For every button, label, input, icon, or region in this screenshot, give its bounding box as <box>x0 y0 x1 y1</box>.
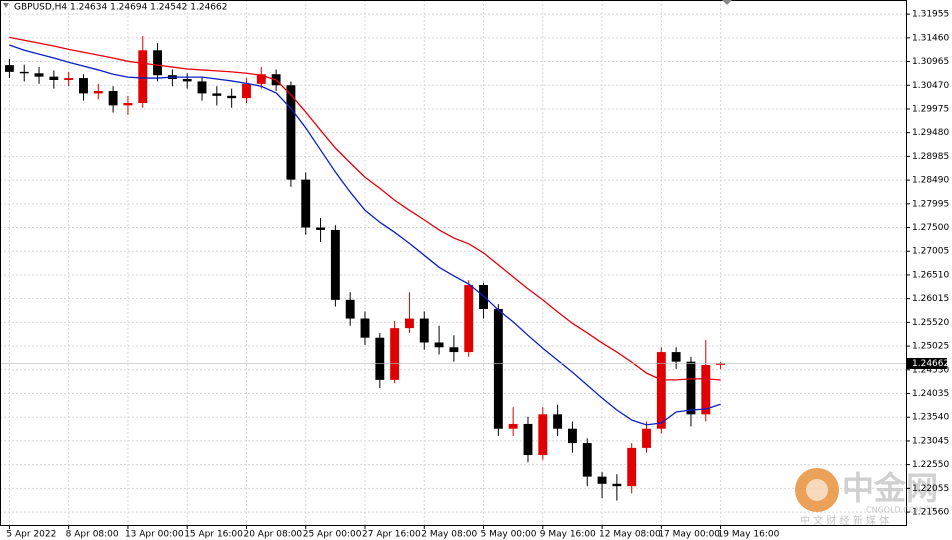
watermark: 中金网 CNGOLD.COM.CN 中 文 财 经 新 媒 体 <box>795 468 938 527</box>
candle-body <box>671 352 681 362</box>
candle-body <box>182 79 192 82</box>
y-tick-label: 1.21560 <box>912 508 949 518</box>
x-tick-label: 19 May 16:00 <box>718 530 780 540</box>
candle-body <box>627 447 637 487</box>
candle-body <box>656 352 666 429</box>
candle-body <box>197 81 207 94</box>
candle-body <box>701 365 711 415</box>
x-tick-label: 5 May 00:00 <box>481 530 537 540</box>
candle-body <box>419 318 429 343</box>
x-tick-label: 9 May 16:00 <box>540 530 596 540</box>
candle-body <box>301 179 311 228</box>
plot <box>0 35 906 501</box>
candle-body <box>479 285 488 309</box>
y-tick-label: 1.23540 <box>912 413 949 423</box>
candle-body <box>686 361 696 415</box>
x-tick-label: 17 May 00:00 <box>658 530 720 540</box>
chart-title: GBPUSD,H4 1.24634 1.24694 1.24542 1.2466… <box>14 3 227 13</box>
candle-body <box>138 50 148 103</box>
y-tick-label: 1.25025 <box>912 342 949 352</box>
candle-body <box>256 74 266 84</box>
y-tick-label: 1.29975 <box>912 104 949 114</box>
x-tick-label: 13 Apr 00:00 <box>125 530 184 540</box>
candle-body <box>612 483 622 487</box>
candle-body <box>449 347 459 353</box>
candle-body <box>19 71 29 74</box>
candle-body <box>345 299 355 319</box>
candle-body <box>553 414 563 429</box>
y-tick-label: 1.24035 <box>912 389 949 399</box>
y-tick-label: 1.22550 <box>912 460 949 470</box>
y-tick-label: 1.26015 <box>912 294 949 304</box>
candle-body <box>242 83 251 99</box>
candle-body <box>523 423 533 456</box>
y-tick-label: 1.29480 <box>912 128 949 138</box>
candle-body <box>108 91 118 106</box>
candle-body <box>405 318 414 329</box>
candle-body <box>360 318 370 338</box>
current-price-box <box>907 357 947 369</box>
symbol-icon <box>3 3 9 8</box>
x-tick-label: 2 May 08:00 <box>421 530 477 540</box>
candle-body <box>330 229 340 300</box>
candle-body <box>212 93 222 96</box>
candle-body <box>375 337 385 380</box>
candle-body <box>79 78 88 94</box>
x-tick-label: 8 Apr 08:00 <box>66 530 119 540</box>
y-tick-label: 1.22055 <box>912 484 949 494</box>
y-tick-label: 1.28490 <box>912 176 949 186</box>
moving-average <box>9 44 721 426</box>
y-tick-label: 1.27005 <box>912 247 949 257</box>
candle-body <box>567 428 577 444</box>
y-tick-label: 1.23045 <box>912 436 949 446</box>
watermark-slogan: 中 文 财 经 新 媒 体 <box>800 514 889 527</box>
y-tick-label: 1.26510 <box>912 270 949 280</box>
candle-body <box>464 285 474 353</box>
watermark-brand: 中金网 <box>842 469 938 507</box>
y-tick-label: 1.24530 <box>912 365 949 375</box>
y-tick-label: 1.27500 <box>912 223 949 233</box>
candle-body <box>4 65 14 72</box>
candle-body <box>153 50 163 76</box>
candle-body <box>49 76 59 80</box>
current-price-label: 1.24662 <box>912 359 949 369</box>
y-tick-label: 1.31955 <box>912 10 949 20</box>
x-tick-label: 27 Apr 16:00 <box>362 530 421 540</box>
shift-marker <box>722 0 732 5</box>
candle-body <box>538 414 548 456</box>
x-tick-label: 25 Apr 00:00 <box>303 530 362 540</box>
candle-body <box>286 85 296 180</box>
y-tick-label: 1.27995 <box>912 199 949 209</box>
candle-body <box>34 73 44 77</box>
watermark-site: CNGOLD.COM.CN <box>866 506 936 515</box>
x-tick-label: 20 Apr 08:00 <box>243 530 302 540</box>
y-tick-label: 1.30470 <box>912 81 949 91</box>
candle-body <box>64 78 74 80</box>
plot-frame <box>0 0 907 526</box>
moving-average <box>9 36 721 381</box>
candle-body <box>434 342 444 348</box>
candle-body <box>716 363 726 365</box>
y-tick-label: 1.28985 <box>912 152 949 162</box>
candle-body <box>93 91 103 94</box>
candle-body <box>493 308 503 429</box>
y-tick-label: 1.31460 <box>912 33 949 43</box>
candle-body <box>642 428 651 448</box>
y-tick-label: 1.30965 <box>912 57 949 67</box>
x-tick-label: 5 Apr 2022 <box>6 530 56 540</box>
y-tick-label: 1.25520 <box>912 318 949 328</box>
candle-body <box>597 476 607 484</box>
candle-body <box>508 423 518 429</box>
x-tick-label: 12 May 08:00 <box>599 530 661 540</box>
candle-body <box>390 328 400 380</box>
candle-body <box>227 95 237 99</box>
candle-body <box>582 443 592 477</box>
watermark-logo-inner <box>806 479 828 501</box>
x-tick-label: 15 Apr 16:00 <box>184 530 243 540</box>
candle-body <box>123 102 133 106</box>
candle-body <box>316 227 325 230</box>
